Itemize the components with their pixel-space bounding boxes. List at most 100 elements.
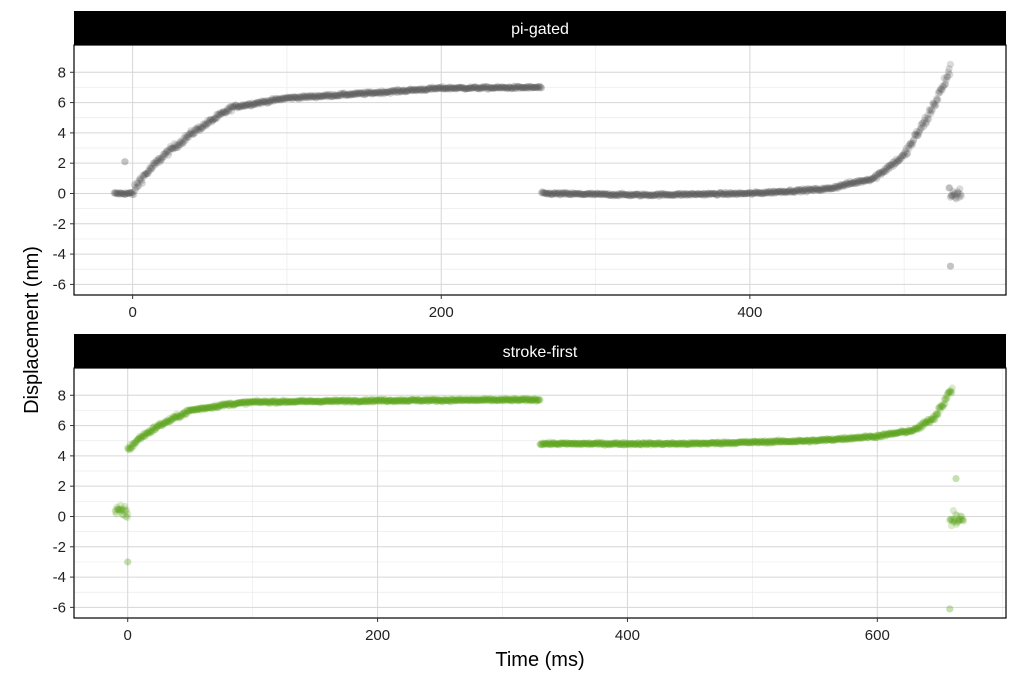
data-point bbox=[344, 91, 352, 99]
data-point bbox=[765, 188, 773, 196]
data-point bbox=[216, 401, 225, 409]
data-point bbox=[887, 160, 896, 169]
panel-grid bbox=[74, 45, 1006, 295]
data-point bbox=[329, 92, 338, 101]
data-point bbox=[667, 191, 676, 199]
data-point bbox=[355, 89, 363, 98]
data-point bbox=[884, 163, 892, 171]
data-point bbox=[260, 97, 269, 105]
data-point bbox=[275, 398, 284, 406]
data-point bbox=[465, 84, 473, 92]
data-point bbox=[957, 192, 965, 200]
data-point bbox=[138, 433, 146, 441]
data-point bbox=[444, 85, 452, 93]
data-point bbox=[145, 427, 153, 435]
data-point bbox=[273, 398, 281, 406]
data-point bbox=[677, 191, 685, 199]
data-point bbox=[734, 190, 742, 198]
data-point bbox=[301, 94, 309, 102]
data-point bbox=[508, 84, 516, 93]
data-point bbox=[490, 83, 499, 92]
data-point bbox=[149, 162, 157, 170]
data-point bbox=[916, 125, 924, 133]
data-point bbox=[622, 191, 630, 199]
data-point bbox=[274, 95, 282, 104]
data-point bbox=[205, 118, 213, 126]
data-point bbox=[660, 190, 668, 198]
data-point bbox=[756, 189, 764, 197]
data-point bbox=[187, 406, 196, 414]
data-point bbox=[833, 183, 841, 191]
data-point bbox=[240, 399, 248, 407]
data-point bbox=[688, 189, 696, 198]
data-point bbox=[399, 396, 408, 404]
data-point bbox=[237, 102, 245, 110]
data-point bbox=[818, 186, 827, 194]
data-point bbox=[732, 190, 740, 199]
data-point bbox=[116, 189, 125, 197]
data-point bbox=[683, 191, 691, 199]
data-point bbox=[156, 158, 164, 166]
data-point bbox=[127, 189, 135, 197]
data-point bbox=[313, 93, 321, 101]
data-point bbox=[183, 406, 191, 415]
data-point bbox=[188, 130, 196, 138]
data-point bbox=[865, 176, 873, 185]
data-point bbox=[270, 97, 278, 105]
data-point bbox=[382, 397, 390, 405]
data-point bbox=[327, 92, 335, 101]
data-point bbox=[831, 183, 839, 191]
data-point bbox=[613, 190, 622, 198]
data-point bbox=[229, 401, 238, 409]
data-point bbox=[444, 397, 453, 405]
data-point bbox=[934, 89, 943, 97]
data-point bbox=[572, 189, 580, 197]
data-point bbox=[410, 85, 418, 94]
data-point bbox=[292, 93, 300, 102]
data-point bbox=[757, 188, 765, 197]
data-point bbox=[859, 176, 867, 185]
data-point bbox=[705, 189, 713, 197]
data-point bbox=[111, 508, 119, 516]
data-point bbox=[947, 192, 955, 200]
data-point bbox=[298, 397, 306, 405]
data-point bbox=[143, 169, 151, 178]
data-point bbox=[504, 84, 512, 92]
data-point bbox=[272, 94, 281, 102]
data-point bbox=[209, 402, 217, 410]
data-point bbox=[698, 191, 707, 199]
data-point bbox=[335, 91, 343, 99]
data-point bbox=[261, 397, 269, 405]
data-point bbox=[225, 107, 233, 115]
data-point bbox=[161, 419, 169, 428]
data-point bbox=[325, 397, 334, 406]
data-point bbox=[402, 397, 410, 405]
data-point bbox=[681, 191, 689, 199]
data-point bbox=[318, 92, 326, 100]
data-point bbox=[227, 103, 235, 111]
data-point bbox=[837, 182, 846, 190]
data-point bbox=[145, 167, 153, 175]
y-tick-label: 0 bbox=[58, 185, 66, 202]
data-point bbox=[938, 86, 946, 94]
data-point bbox=[553, 190, 561, 198]
data-point bbox=[647, 192, 655, 200]
data-point bbox=[356, 89, 364, 97]
data-point bbox=[472, 83, 480, 92]
data-point bbox=[399, 397, 407, 405]
data-point bbox=[232, 101, 240, 109]
data-point bbox=[426, 84, 434, 92]
data-point bbox=[335, 397, 343, 405]
data-point bbox=[383, 88, 392, 96]
data-point bbox=[714, 191, 722, 199]
data-point bbox=[704, 189, 712, 197]
data-point bbox=[440, 85, 448, 93]
data-point bbox=[724, 191, 733, 199]
data-point bbox=[243, 101, 251, 109]
data-point bbox=[626, 190, 634, 198]
data-point bbox=[842, 179, 851, 187]
data-point bbox=[341, 398, 349, 406]
data-point bbox=[245, 398, 253, 406]
data-point bbox=[745, 189, 753, 198]
data-point bbox=[474, 84, 482, 92]
